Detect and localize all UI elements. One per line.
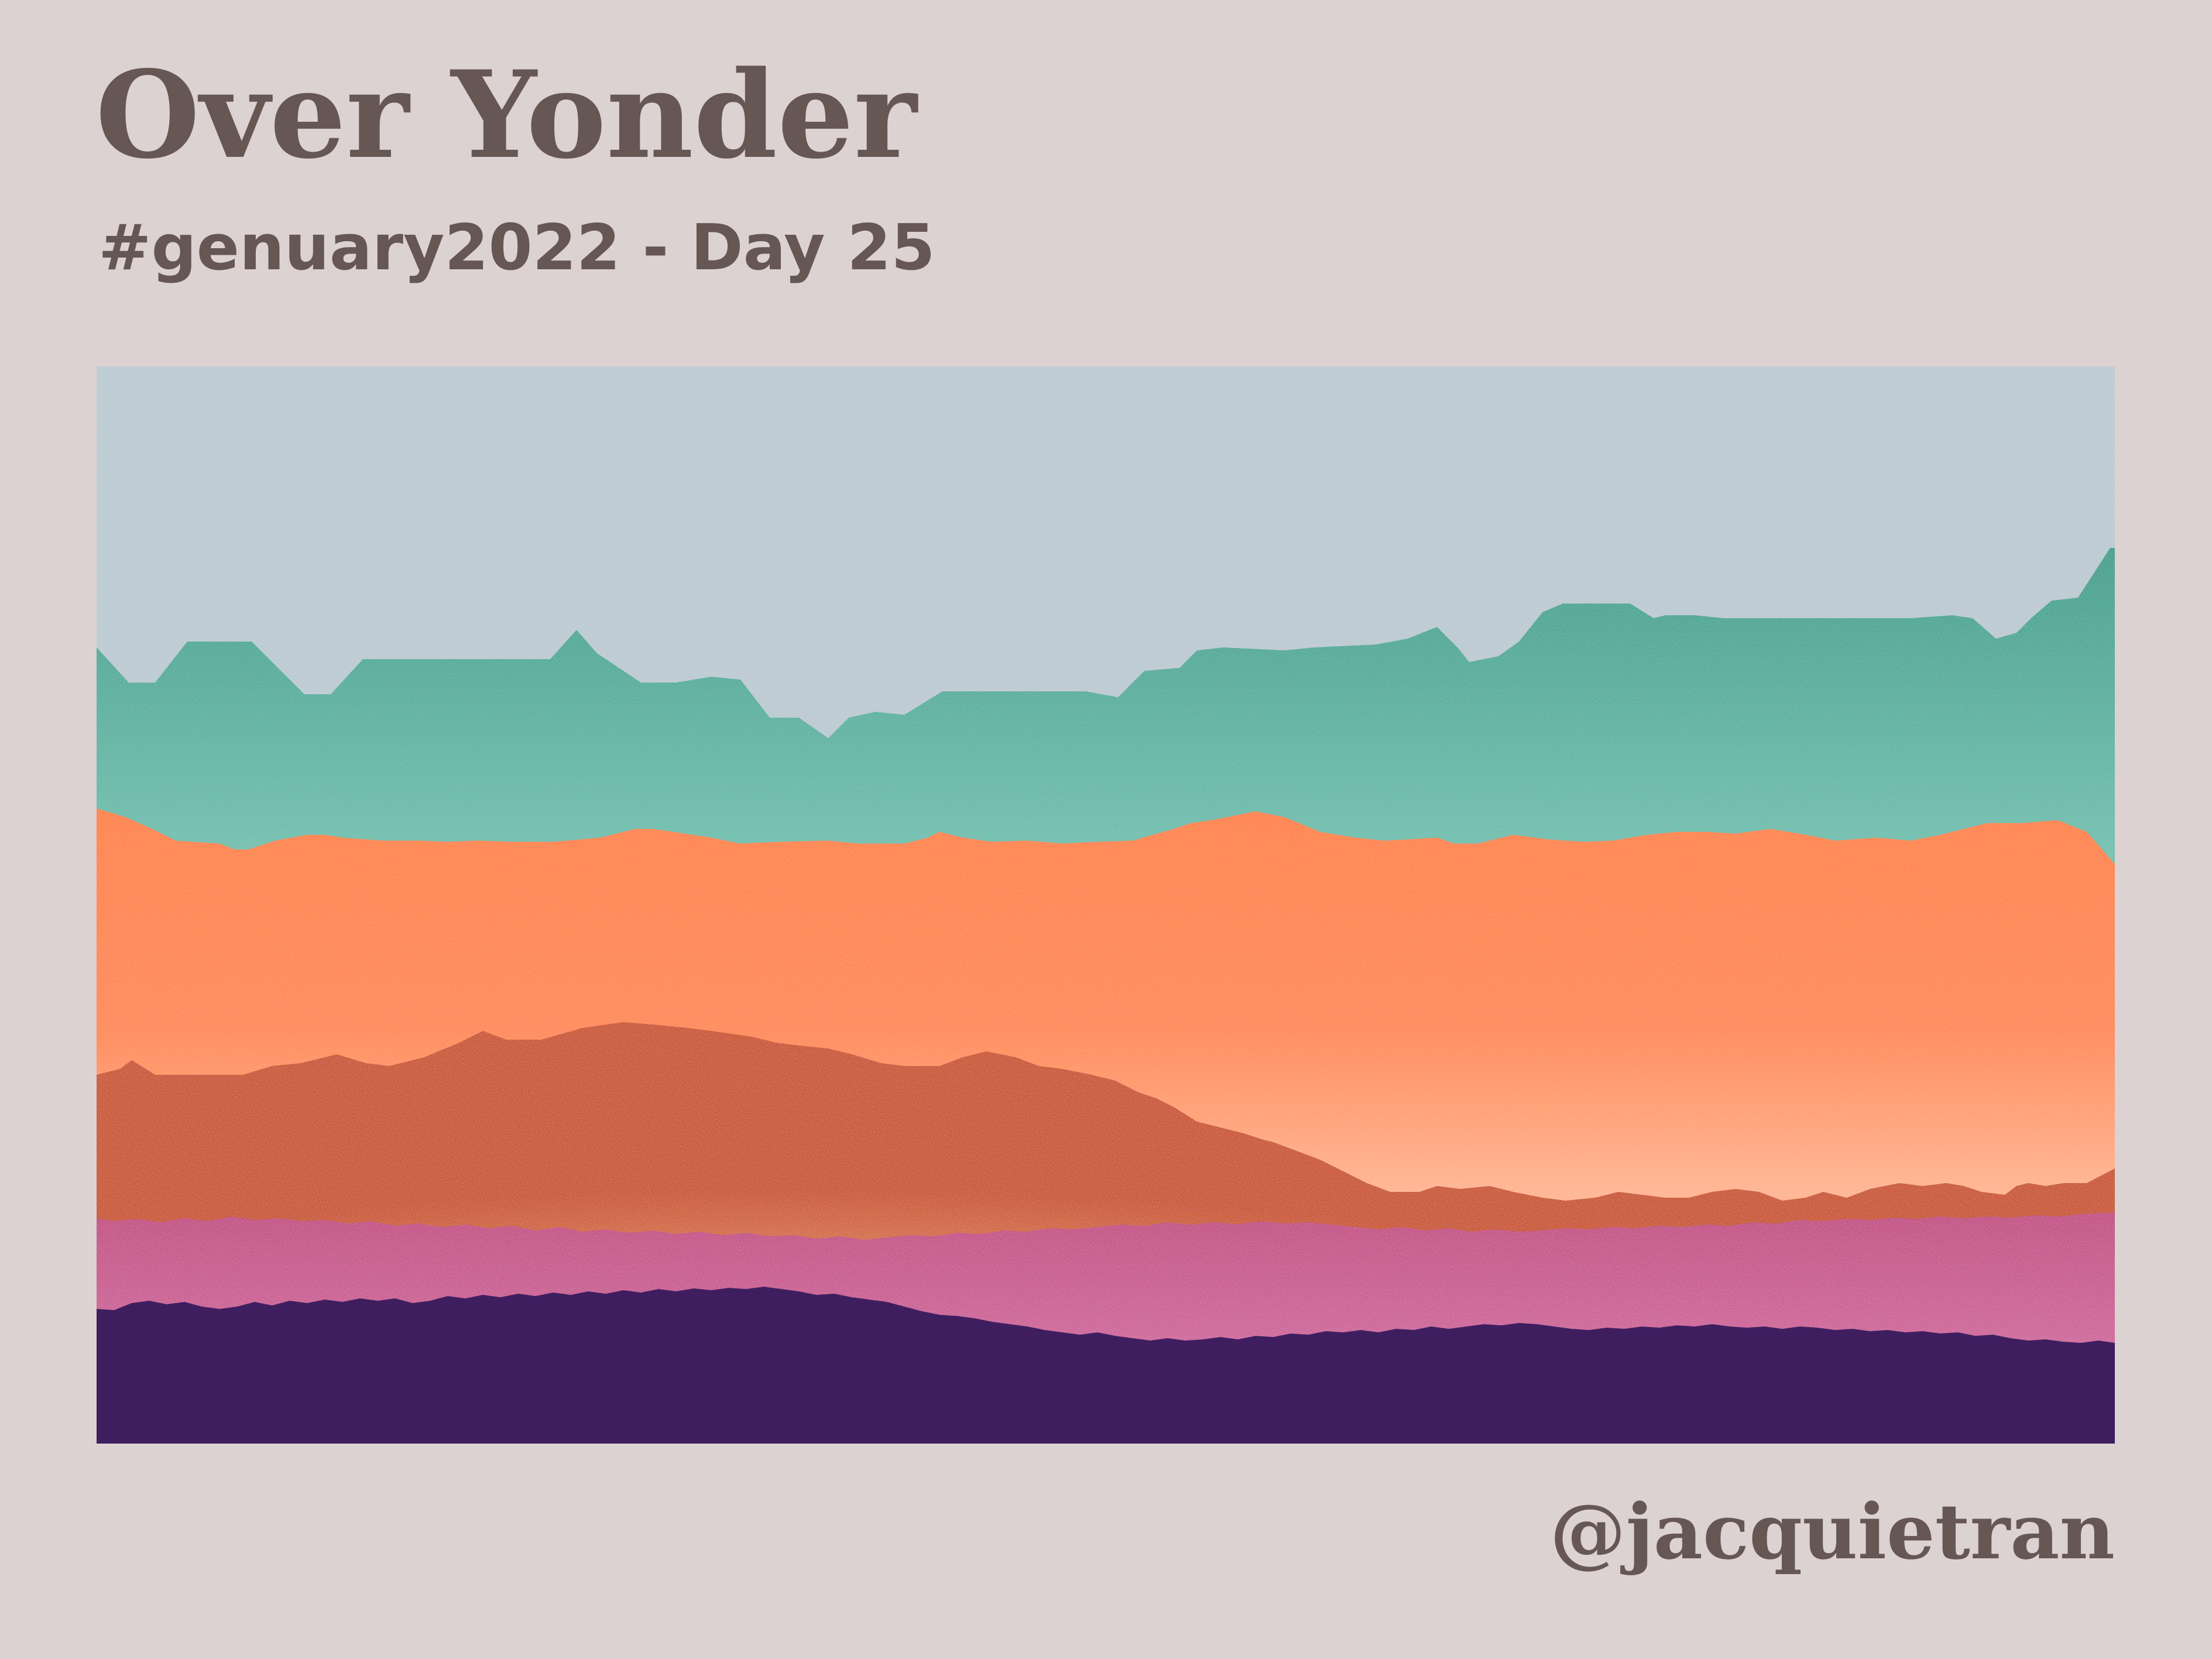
artwork-subtitle: #genuary2022 - Day 25	[98, 211, 935, 285]
mountain-layers-svg	[97, 366, 2115, 1444]
artwork-title: Over Yonder	[95, 45, 917, 186]
purple-foreground-layer	[97, 1287, 2115, 1444]
mountain-layers-artwork	[97, 366, 2115, 1444]
author-handle: @jacquietran	[1549, 1487, 2115, 1576]
